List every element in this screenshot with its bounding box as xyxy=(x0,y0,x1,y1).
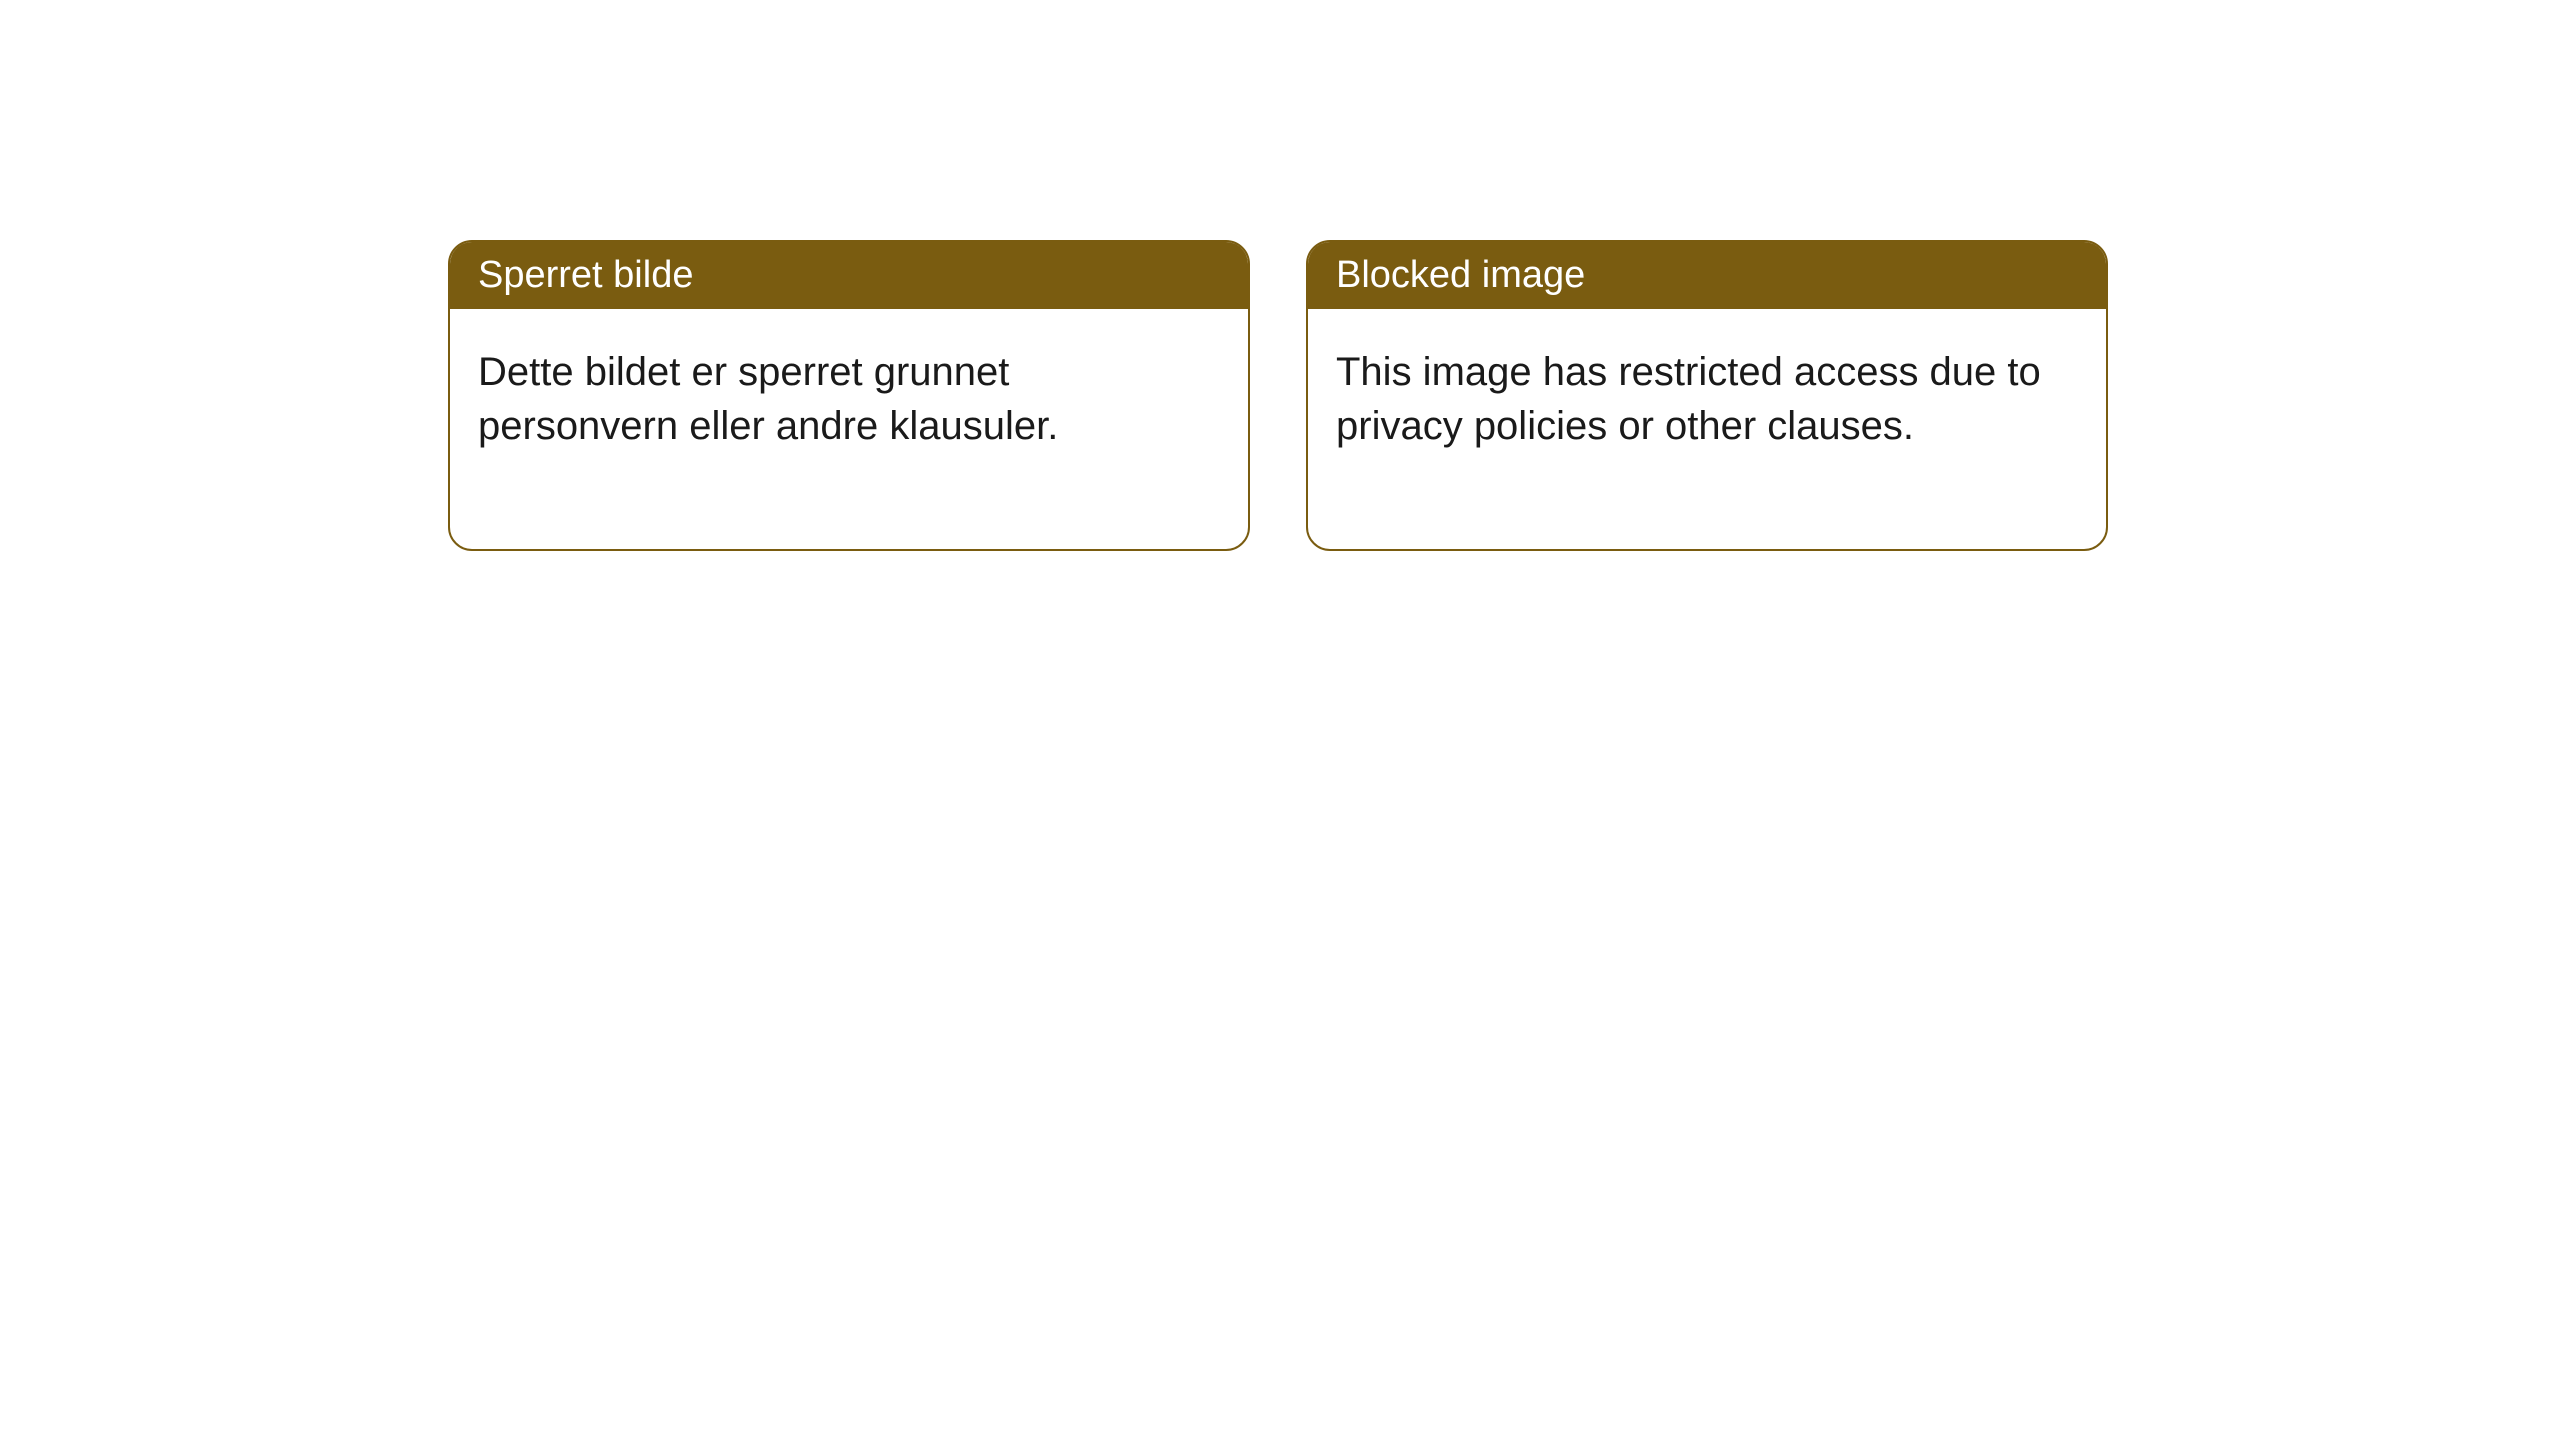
card-header-norwegian: Sperret bilde xyxy=(450,242,1248,309)
notice-cards-container: Sperret bilde Dette bildet er sperret gr… xyxy=(448,240,2108,551)
card-header-english: Blocked image xyxy=(1308,242,2106,309)
card-body-norwegian: Dette bildet er sperret grunnet personve… xyxy=(450,309,1248,549)
card-body-english: This image has restricted access due to … xyxy=(1308,309,2106,549)
notice-card-norwegian: Sperret bilde Dette bildet er sperret gr… xyxy=(448,240,1250,551)
notice-card-english: Blocked image This image has restricted … xyxy=(1306,240,2108,551)
